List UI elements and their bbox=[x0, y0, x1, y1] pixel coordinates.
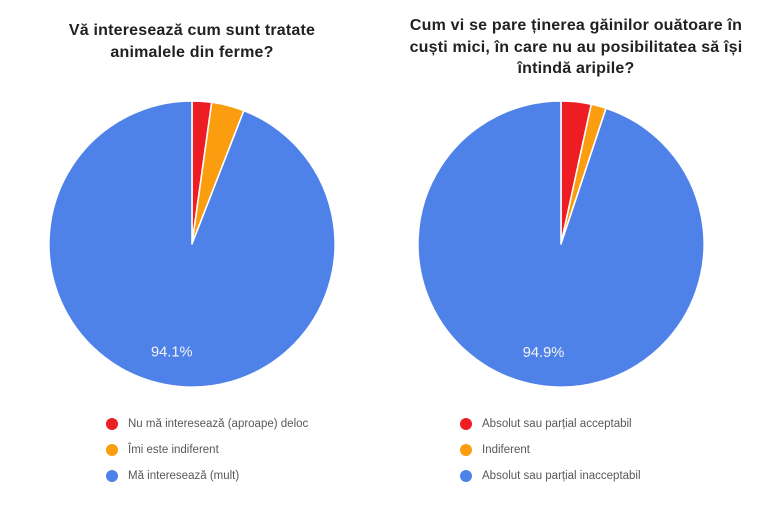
pie-slice-blue bbox=[48, 100, 336, 388]
legend-swatch-blue bbox=[460, 470, 472, 482]
legend: Nu mă interesează (aproape) deloc Îmi es… bbox=[106, 418, 308, 496]
legend-swatch-orange bbox=[106, 444, 118, 456]
pie-chart: 94.9% bbox=[414, 97, 708, 391]
pie-slice-percentage-label: 94.9% bbox=[523, 345, 565, 361]
legend-label: Nu mă interesează (aproape) deloc bbox=[128, 418, 309, 430]
legend-label: Indiferent bbox=[482, 444, 530, 456]
chart-panel-farm-animals: Vă interesează cum sunt tratate animalel… bbox=[45, 22, 339, 496]
chart-panel-laying-hens: Cum vi se pare ținerea găinilor ouătoare… bbox=[384, 0, 768, 512]
legend: Absolut sau parțial acceptabil Indiferen… bbox=[460, 418, 641, 496]
legend-item: Îmi este indiferent bbox=[106, 444, 308, 456]
legend-item: Absolut sau parțial inacceptabil bbox=[460, 470, 641, 482]
legend-swatch-orange bbox=[460, 444, 472, 456]
legend-swatch-red bbox=[106, 418, 118, 430]
chart-title: Vă interesează cum sunt tratate animalel… bbox=[68, 22, 316, 61]
legend-swatch-blue bbox=[106, 470, 118, 482]
legend-swatch-red bbox=[460, 418, 472, 430]
pie-slice-blue bbox=[417, 100, 705, 388]
legend-item: Nu mă interesează (aproape) deloc bbox=[106, 418, 308, 430]
pie-svg: 94.1% bbox=[48, 100, 336, 388]
legend-label: Absolut sau parțial acceptabil bbox=[482, 418, 632, 430]
legend-item: Mă interesează (mult) bbox=[106, 470, 308, 482]
pie-chart: 94.1% bbox=[45, 97, 339, 391]
legend-item: Absolut sau parțial acceptabil bbox=[460, 418, 641, 430]
legend-item: Indiferent bbox=[460, 444, 641, 456]
legend-label: Mă interesează (mult) bbox=[128, 470, 240, 482]
chart-title: Cum vi se pare ținerea găinilor ouătoare… bbox=[409, 17, 743, 78]
legend-label: Îmi este indiferent bbox=[128, 444, 219, 456]
pie-svg: 94.9% bbox=[417, 100, 705, 388]
pie-slice-percentage-label: 94.1% bbox=[151, 345, 193, 361]
legend-label: Absolut sau parțial inacceptabil bbox=[482, 470, 641, 482]
